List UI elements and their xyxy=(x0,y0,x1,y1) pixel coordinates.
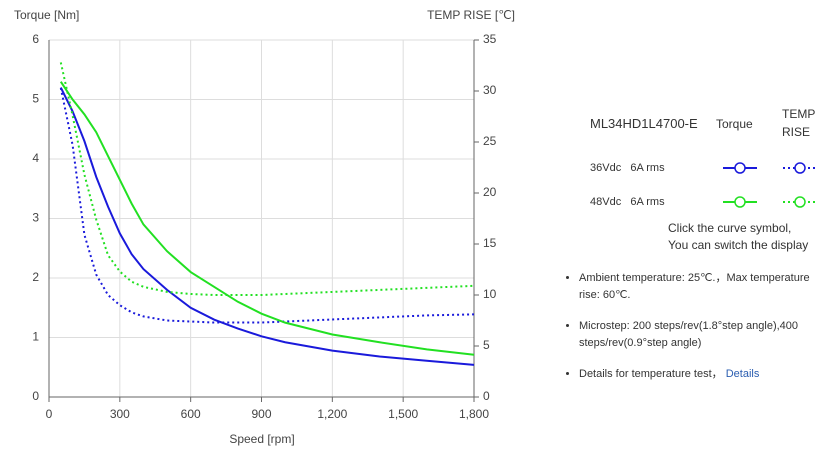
y-tick-label: 1 xyxy=(32,330,39,344)
legend-symbol[interactable] xyxy=(782,195,818,209)
legend-marker xyxy=(794,162,806,174)
y2-tick-label: 5 xyxy=(483,338,490,352)
y2-tick-label: 35 xyxy=(483,32,497,46)
legend-marker xyxy=(734,162,746,174)
y2-tick-label: 0 xyxy=(483,389,490,403)
legend-row: 36Vdc 6A rms xyxy=(590,162,665,174)
legend-hint: Click the curve symbol, xyxy=(668,221,792,235)
x-tick-label: 1,200 xyxy=(317,407,347,421)
notes: Ambient temperature: 25℃.，Max temperatur… xyxy=(566,270,829,397)
y2-tick-label: 30 xyxy=(483,83,497,97)
x-axis-label: Speed [rpm] xyxy=(229,432,294,446)
x-tick-label: 1,800 xyxy=(459,407,489,421)
y-tick-label: 3 xyxy=(32,211,39,225)
y-tick-label: 5 xyxy=(32,92,39,106)
x-tick-label: 600 xyxy=(181,407,201,421)
legend-column: RISE xyxy=(782,125,811,139)
series-line xyxy=(59,81,475,356)
legend-row: 48Vdc 6A rms xyxy=(590,196,665,208)
series-line xyxy=(59,87,475,324)
y2-tick-label: 10 xyxy=(483,287,497,301)
legend-column: TEMP xyxy=(782,107,816,121)
x-tick-label: 0 xyxy=(46,407,53,421)
x-tick-label: 300 xyxy=(110,407,130,421)
y-tick-label: 0 xyxy=(32,389,39,403)
y-tick-label: 6 xyxy=(32,32,39,46)
legend-symbol[interactable] xyxy=(722,195,758,209)
y2-tick-label: 15 xyxy=(483,236,497,250)
y-axis-label: Torque [Nm] xyxy=(14,8,79,22)
legend-marker xyxy=(734,196,746,208)
note: Ambient temperature: 25℃.，Max temperatur… xyxy=(579,270,829,304)
x-tick-label: 900 xyxy=(251,407,271,421)
y-tick-label: 4 xyxy=(32,151,39,165)
y2-axis-label: TEMP RISE [℃] xyxy=(427,8,515,22)
legend-symbol[interactable] xyxy=(782,161,818,175)
y-tick-label: 2 xyxy=(32,270,39,284)
legend-title: ML34HD1L4700-E xyxy=(590,116,698,131)
details-link[interactable]: Details xyxy=(725,368,760,380)
chart: Torque [Nm] TEMP RISE [℃] Speed [rpm] 0 1… xyxy=(14,8,515,446)
y2-tick-label: 25 xyxy=(483,134,497,148)
legend-column: Torque xyxy=(716,117,753,131)
note-text: Details for temperature test， xyxy=(579,368,723,380)
y2-tick-label: 20 xyxy=(483,185,497,199)
legend-hint: You can switch the display xyxy=(668,238,809,252)
note: Details for temperature test， Details xyxy=(579,366,829,383)
note: Microstep: 200 steps/rev(1.8°step angle)… xyxy=(579,318,829,352)
legend-symbol[interactable] xyxy=(722,161,758,175)
series-line xyxy=(59,87,475,366)
series-line xyxy=(59,62,475,296)
legend-marker xyxy=(794,196,806,208)
x-tick-label: 1,500 xyxy=(388,407,418,421)
